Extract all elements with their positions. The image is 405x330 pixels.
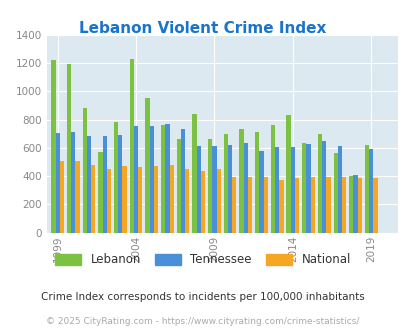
Bar	[185, 169, 189, 233]
Bar	[51, 60, 55, 233]
Bar	[373, 178, 377, 233]
Bar	[87, 136, 91, 233]
Bar	[254, 132, 259, 233]
Bar	[279, 180, 283, 233]
Bar	[286, 115, 290, 233]
Bar	[239, 129, 243, 233]
Bar	[91, 165, 95, 233]
Bar	[134, 126, 138, 233]
Bar	[107, 169, 111, 233]
Bar	[247, 178, 252, 233]
Text: Lebanon Violent Crime Index: Lebanon Violent Crime Index	[79, 21, 326, 36]
Bar	[114, 122, 118, 233]
Bar	[228, 145, 232, 233]
Bar	[290, 147, 294, 233]
Bar	[67, 64, 71, 233]
Bar	[153, 166, 158, 233]
Bar	[368, 148, 373, 233]
Bar	[60, 161, 64, 233]
Bar	[353, 175, 357, 233]
Bar	[216, 169, 220, 233]
Bar	[149, 126, 153, 233]
Text: © 2025 CityRating.com - https://www.cityrating.com/crime-statistics/: © 2025 CityRating.com - https://www.city…	[46, 317, 359, 326]
Bar	[208, 139, 212, 233]
Bar	[196, 147, 200, 233]
Bar	[165, 124, 169, 233]
Bar	[98, 152, 102, 233]
Bar	[223, 134, 228, 233]
Bar	[317, 134, 321, 233]
Bar	[294, 178, 298, 233]
Bar	[341, 177, 345, 233]
Bar	[118, 135, 122, 233]
Bar	[75, 161, 79, 233]
Bar	[71, 132, 75, 233]
Bar	[321, 141, 326, 233]
Bar	[337, 146, 341, 233]
Bar	[270, 125, 274, 233]
Bar	[122, 166, 126, 233]
Bar	[348, 176, 353, 233]
Bar	[263, 178, 267, 233]
Bar	[181, 129, 185, 233]
Bar	[333, 153, 337, 233]
Legend: Lebanon, Tennessee, National: Lebanon, Tennessee, National	[55, 253, 350, 266]
Bar	[161, 125, 165, 233]
Bar	[306, 144, 310, 233]
Bar	[192, 114, 196, 233]
Bar	[357, 178, 361, 233]
Bar	[326, 177, 330, 233]
Bar	[145, 98, 149, 233]
Bar	[259, 150, 263, 233]
Bar	[176, 139, 181, 233]
Bar	[212, 147, 216, 233]
Bar	[169, 165, 173, 233]
Bar	[310, 178, 314, 233]
Bar	[102, 136, 107, 233]
Text: Crime Index corresponds to incidents per 100,000 inhabitants: Crime Index corresponds to incidents per…	[41, 292, 364, 302]
Bar	[55, 133, 60, 233]
Bar	[232, 177, 236, 233]
Bar	[83, 108, 87, 233]
Bar	[138, 167, 142, 233]
Bar	[243, 143, 247, 233]
Bar	[129, 59, 134, 233]
Bar	[200, 171, 205, 233]
Bar	[364, 145, 368, 233]
Bar	[301, 143, 306, 233]
Bar	[274, 147, 279, 233]
